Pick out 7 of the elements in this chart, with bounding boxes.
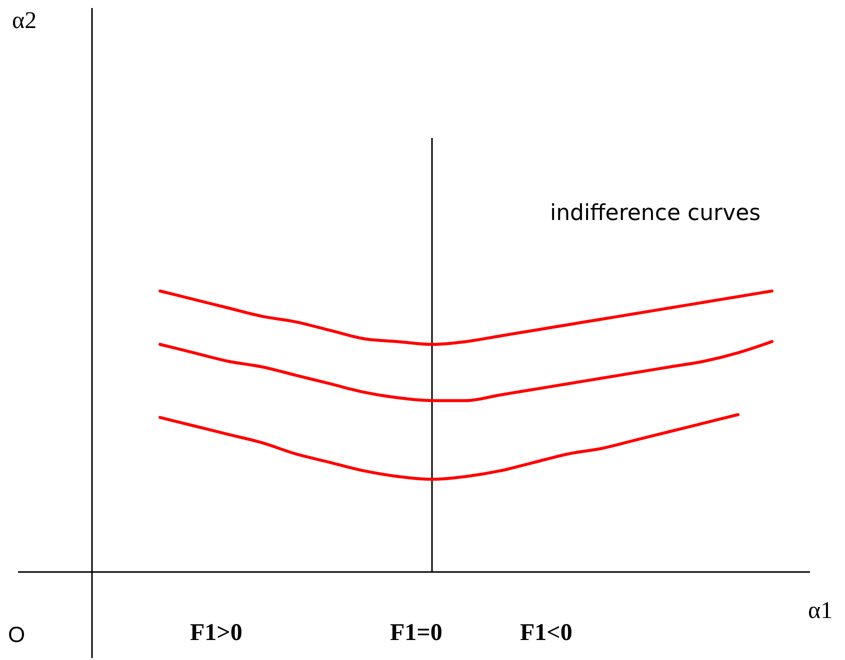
text: O (8, 622, 26, 647)
text: F1>0 (190, 620, 242, 646)
text: indifference curves (550, 201, 761, 226)
text: F1<0 (520, 620, 572, 646)
text: F1=0 (390, 620, 442, 646)
text: α1 (808, 598, 833, 624)
text: α2 (12, 8, 37, 34)
